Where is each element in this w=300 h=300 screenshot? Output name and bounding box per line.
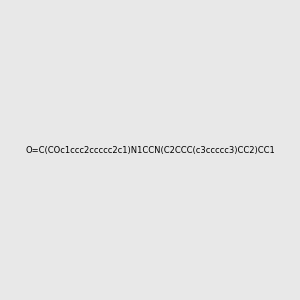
Text: O=C(COc1ccc2ccccc2c1)N1CCN(C2CCC(c3ccccc3)CC2)CC1: O=C(COc1ccc2ccccc2c1)N1CCN(C2CCC(c3ccccc… [25,146,275,154]
